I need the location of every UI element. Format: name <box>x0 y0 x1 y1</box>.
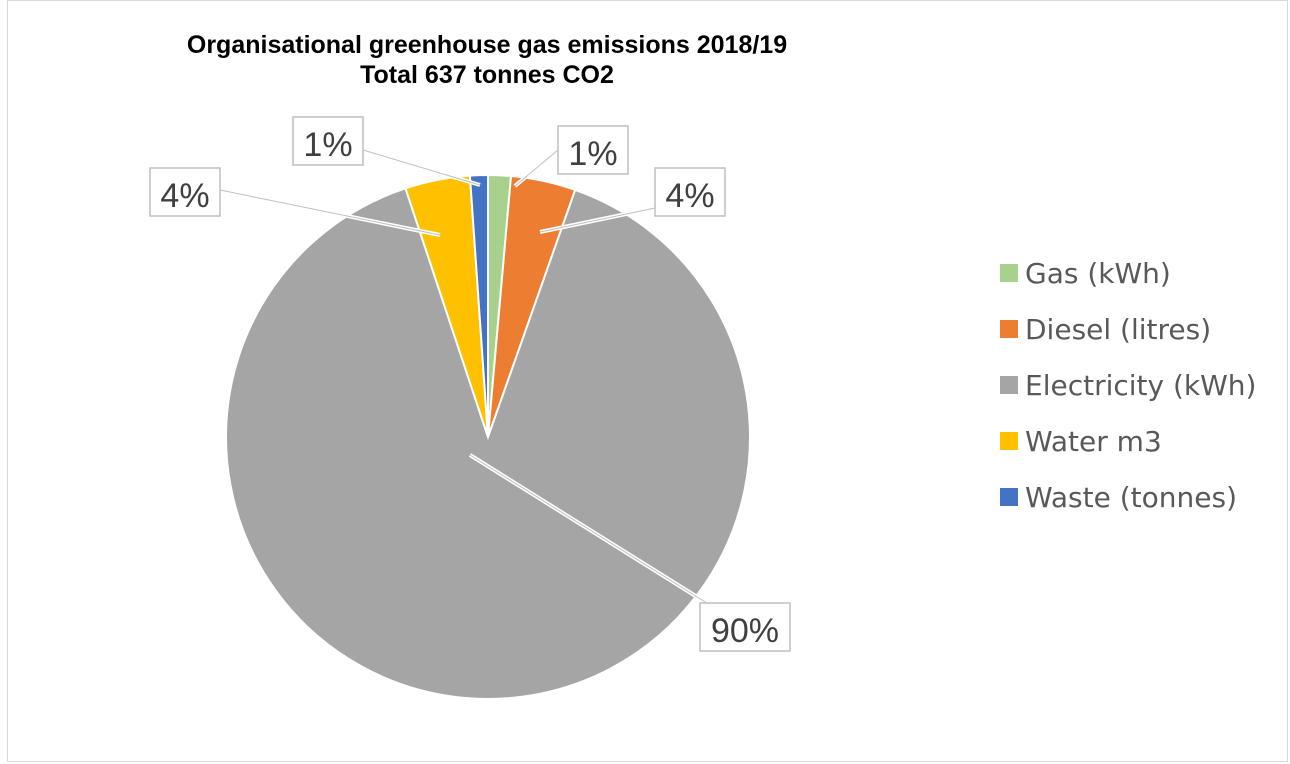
data-label: 1% <box>303 126 352 164</box>
pie-slice-electricity-kwh <box>225 187 751 700</box>
data-label-box <box>699 602 791 652</box>
data-label: 4% <box>160 177 209 215</box>
chart-title-block: Organisational greenhouse gas emissions … <box>7 30 967 90</box>
data-label-box <box>149 167 221 217</box>
leader-lines <box>219 148 712 607</box>
leader-line-stroke <box>539 207 656 233</box>
leader-line-stroke <box>514 149 559 187</box>
legend-label: Electricity (kWh) <box>1025 368 1257 402</box>
chart-title: Organisational greenhouse gas emissions … <box>186 31 788 59</box>
leader-line-stroke <box>469 454 711 606</box>
data-label-box <box>292 116 364 166</box>
legend-label: Diesel (litres) <box>1025 312 1212 346</box>
legend-label: Waste (tonnes) <box>1025 480 1238 514</box>
data-label: 90% <box>711 612 779 650</box>
legend-swatch <box>1000 488 1018 506</box>
data-label: 1% <box>568 135 617 173</box>
data-label: 4% <box>665 177 714 215</box>
pie-slice-waste-tonnes <box>468 173 489 438</box>
legend-item: Gas (kWh) <box>1000 245 1256 301</box>
legend-swatch <box>1000 320 1018 338</box>
legend-item: Electricity (kWh) <box>1000 357 1256 413</box>
legend-swatch <box>1000 432 1018 450</box>
legend-label: Gas (kWh) <box>1025 256 1171 290</box>
legend-label: Water m3 <box>1025 424 1162 458</box>
chart-legend: Gas (kWh) Diesel (litres) Electricity (kWh… <box>1000 245 1256 525</box>
leader-line-stroke <box>219 189 441 236</box>
data-label-box <box>557 125 629 175</box>
legend-item: Diesel (litres) <box>1000 301 1256 357</box>
leader-line-stroke <box>362 149 481 186</box>
pie-slices <box>225 173 751 700</box>
legend-item: Waste (tonnes) <box>1000 469 1256 525</box>
legend-swatch <box>1000 264 1018 282</box>
data-labels: 1% 4% 90% 4% 1% <box>149 116 791 652</box>
chart-subtitle: Total 637 tonnes CO2 <box>360 61 614 89</box>
legend-item: Water m3 <box>1000 413 1256 469</box>
data-label-box <box>654 167 726 217</box>
legend-swatch <box>1000 376 1018 394</box>
